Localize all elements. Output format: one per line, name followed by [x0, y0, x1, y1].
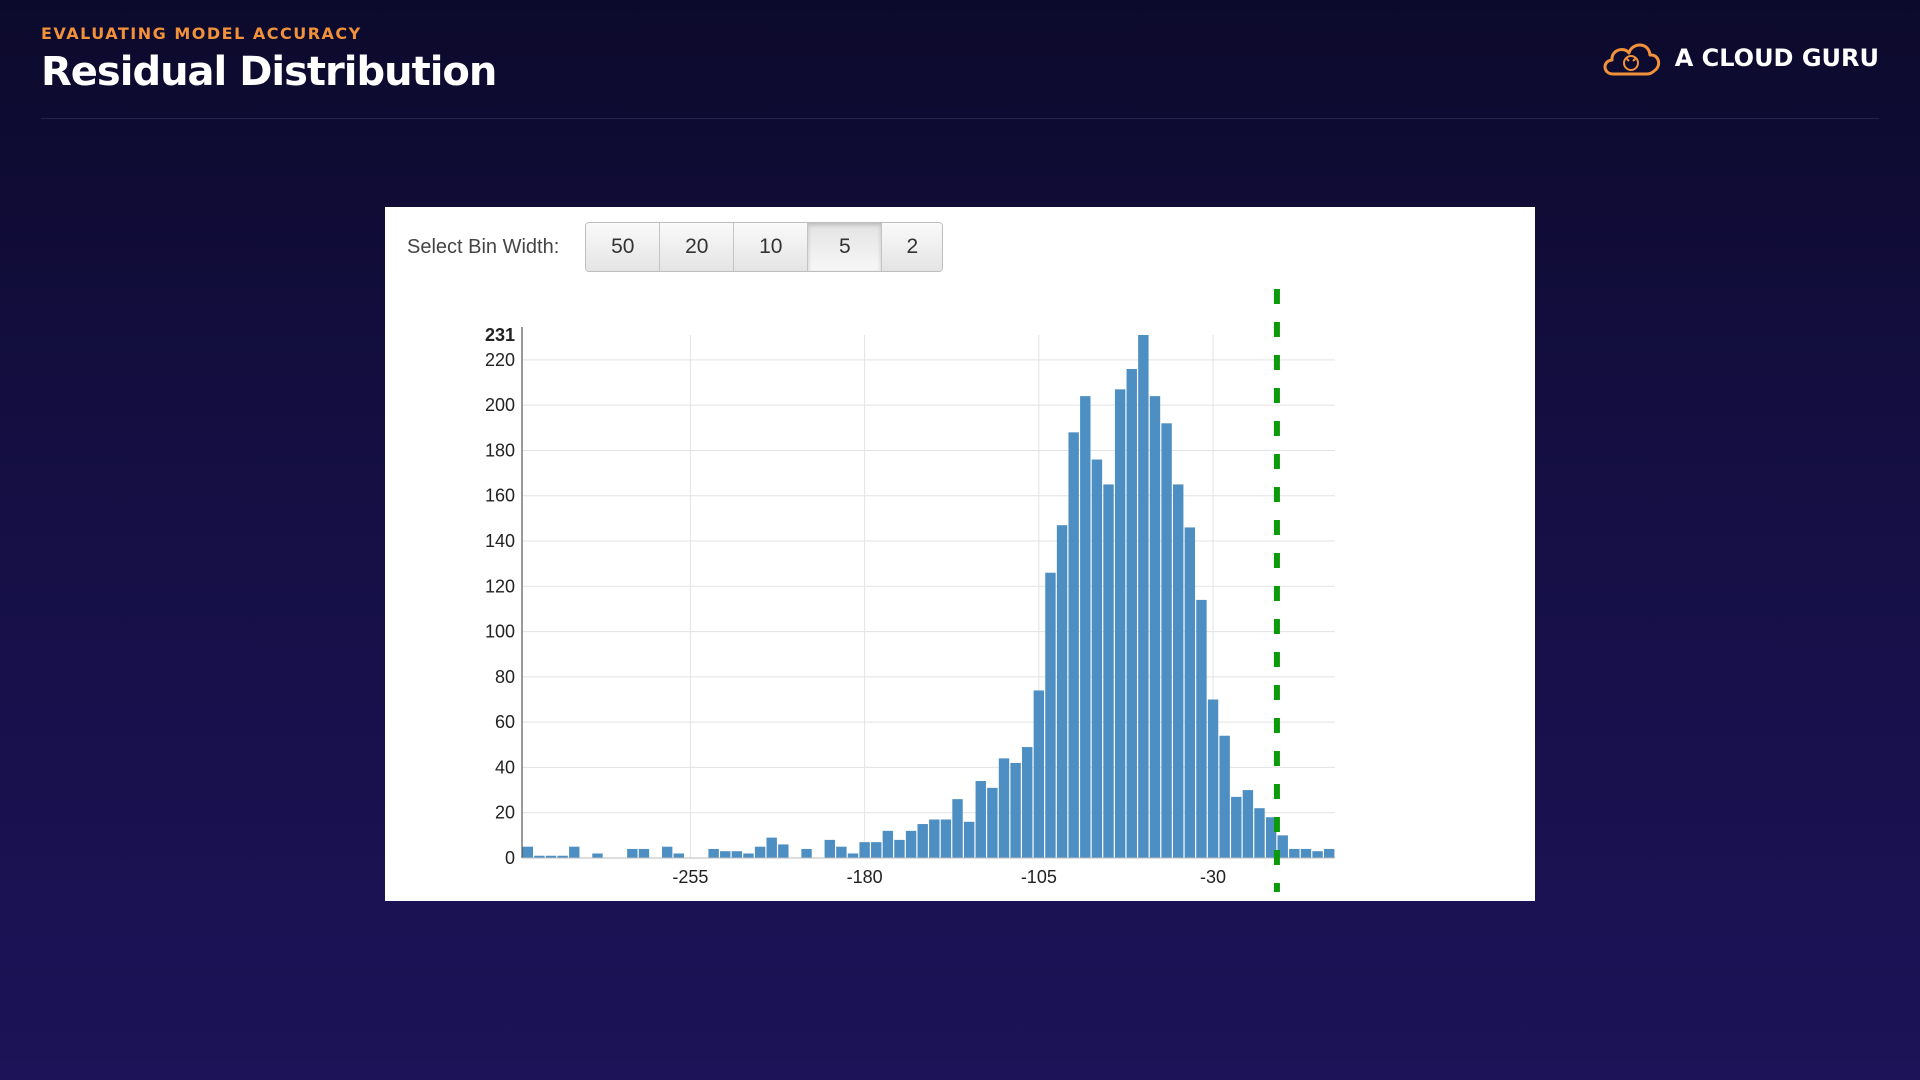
y-tick-label: 180 — [485, 440, 515, 460]
histogram-bar — [836, 846, 847, 858]
histogram-bar — [1207, 699, 1219, 858]
x-tick-label: -30 — [1200, 867, 1226, 887]
histogram-bar — [1114, 389, 1126, 858]
histogram-bar — [1242, 790, 1254, 858]
histogram-bar — [1219, 735, 1230, 858]
histogram-bar — [731, 851, 743, 858]
brand-name: A CLOUD GURU — [1674, 44, 1879, 72]
histogram-bar — [952, 799, 963, 858]
histogram-bar — [1196, 599, 1207, 858]
histogram-bar — [1184, 527, 1196, 858]
bin-width-label: Select Bin Width: — [407, 235, 560, 258]
histogram-bar — [1300, 848, 1312, 858]
histogram-bar — [754, 846, 766, 858]
histogram-bar — [1091, 459, 1103, 858]
histogram-bar — [847, 853, 859, 858]
histogram-bar — [1312, 851, 1323, 858]
x-tick-label: -255 — [672, 867, 708, 887]
y-tick-label: 0 — [505, 848, 515, 868]
x-tick-label: -180 — [847, 867, 883, 887]
histogram-bar — [859, 842, 870, 858]
histogram-bar — [778, 844, 789, 858]
histogram-bar — [1080, 396, 1091, 858]
bin-width-5-button[interactable]: 5 — [808, 223, 883, 271]
histogram-bar — [975, 781, 986, 858]
histogram-bar — [987, 787, 998, 858]
histogram-bar — [1033, 690, 1045, 858]
bin-width-20-button[interactable]: 20 — [660, 223, 735, 271]
histogram-bar — [545, 855, 557, 858]
histogram-bar — [1068, 432, 1079, 858]
histogram-bar — [905, 830, 917, 858]
histogram-bar — [557, 855, 568, 858]
histogram-bar — [929, 819, 940, 858]
histogram-bar — [882, 830, 894, 858]
histogram-bar — [1289, 848, 1300, 858]
histogram-bar — [940, 819, 952, 858]
bin-width-button-group: 50 20 10 5 2 — [585, 222, 944, 272]
histogram-bar — [1265, 817, 1277, 858]
y-tick-label: 100 — [485, 622, 515, 642]
histogram-bar — [743, 853, 754, 858]
y-max-label: 231 — [485, 325, 515, 345]
bin-width-10-button[interactable]: 10 — [734, 223, 809, 271]
x-tick-label: -105 — [1021, 867, 1057, 887]
histogram-bar — [801, 848, 812, 858]
residual-histogram: 0 20 40 60 80 100 120 140 160 180 200 220 231 -255 -18… — [485, 289, 1335, 892]
header-divider — [41, 118, 1879, 119]
page-title: Residual Distribution — [41, 49, 497, 95]
histogram-bar — [569, 846, 580, 858]
histogram-bar — [963, 821, 975, 858]
y-tick-label: 160 — [485, 486, 515, 506]
histogram-bar — [708, 848, 719, 858]
bin-width-controls: Select Bin Width: 50 20 10 5 2 — [407, 222, 944, 272]
histogram-bar — [673, 853, 684, 858]
histogram-bar — [998, 758, 1010, 858]
histogram-bar — [766, 837, 777, 858]
histogram-bar — [1056, 525, 1068, 858]
y-tick-label: 120 — [485, 576, 515, 596]
cloud-icon — [1603, 43, 1660, 76]
y-tick-label: 200 — [485, 395, 515, 415]
histogram-bar — [661, 846, 673, 858]
histogram-bar — [522, 846, 534, 858]
histogram-bar — [1173, 484, 1184, 858]
histogram-bar — [1323, 848, 1335, 858]
histogram-bar — [824, 839, 835, 858]
eyebrow-label: EVALUATING MODEL ACCURACY — [41, 24, 362, 43]
header: EVALUATING MODEL ACCURACY Residual Distr… — [41, 24, 497, 95]
histogram-bar — [1277, 835, 1288, 858]
y-tick-label: 220 — [485, 350, 515, 370]
histogram-bar — [1045, 572, 1056, 858]
histogram-bar — [917, 824, 928, 858]
histogram-bar — [1103, 484, 1114, 858]
brand-logo: A CLOUD GURU — [1599, 36, 1879, 80]
histogram-bar — [638, 848, 650, 858]
histogram-panel: 0 20 40 60 80 100 120 140 160 180 200 220 231 -255 -18… — [385, 207, 1535, 901]
bin-width-50-button[interactable]: 50 — [586, 223, 661, 271]
histogram-bar — [1161, 423, 1172, 858]
histogram-bar — [1254, 808, 1265, 858]
histogram-bar — [894, 839, 905, 858]
histogram-bar — [1138, 335, 1149, 858]
histogram-bar — [1231, 796, 1242, 858]
y-tick-label: 20 — [495, 803, 515, 823]
histogram-bar — [534, 855, 545, 858]
y-tick-label: 140 — [485, 531, 515, 551]
histogram-bar — [871, 842, 882, 858]
y-tick-label: 40 — [495, 757, 515, 777]
histogram-bar — [1126, 368, 1137, 858]
y-tick-label: 80 — [495, 667, 515, 687]
histogram-bar — [627, 848, 638, 858]
histogram-bar — [1022, 747, 1033, 858]
histogram-bar — [592, 853, 603, 858]
histogram-bar — [1010, 762, 1021, 858]
bin-width-2-button[interactable]: 2 — [882, 223, 943, 271]
y-tick-label: 60 — [495, 712, 515, 732]
histogram-bar — [1149, 396, 1161, 858]
histogram-bar — [720, 851, 731, 858]
